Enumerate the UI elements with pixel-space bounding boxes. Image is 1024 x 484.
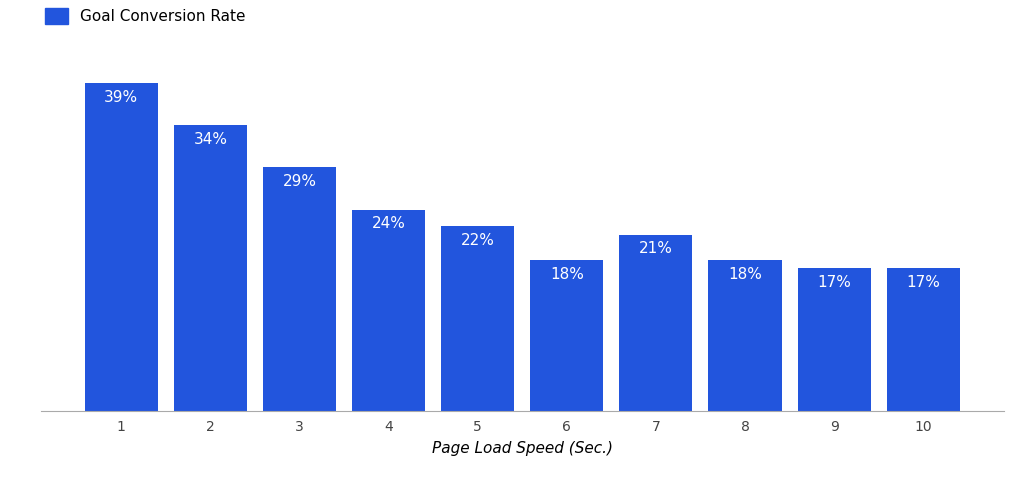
Bar — [530, 260, 603, 411]
Text: 39%: 39% — [104, 90, 138, 105]
Bar — [263, 167, 336, 411]
Bar — [441, 227, 514, 411]
Bar — [352, 210, 425, 411]
Text: 18%: 18% — [550, 267, 584, 282]
Bar — [709, 260, 781, 411]
Bar — [174, 125, 247, 411]
Text: 24%: 24% — [372, 216, 406, 231]
Text: 34%: 34% — [194, 132, 227, 147]
Bar — [85, 83, 158, 411]
Text: 21%: 21% — [639, 242, 673, 257]
Text: 22%: 22% — [461, 233, 495, 248]
Text: 17%: 17% — [906, 275, 940, 290]
Text: 17%: 17% — [817, 275, 851, 290]
Text: 29%: 29% — [283, 174, 316, 189]
Bar — [620, 235, 692, 411]
Legend: Goal Conversion Rate: Goal Conversion Rate — [39, 2, 252, 30]
Text: 18%: 18% — [728, 267, 762, 282]
Bar — [887, 269, 959, 411]
Bar — [798, 269, 870, 411]
X-axis label: Page Load Speed (Sec.): Page Load Speed (Sec.) — [432, 440, 612, 455]
